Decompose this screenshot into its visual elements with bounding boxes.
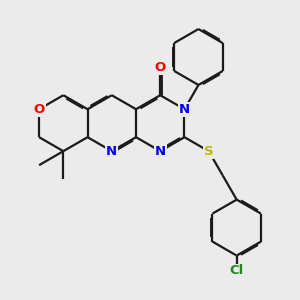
Text: S: S [204,145,214,158]
Text: Cl: Cl [230,265,244,278]
Text: O: O [34,103,45,116]
Text: N: N [155,145,166,158]
Text: N: N [106,145,117,158]
Text: O: O [154,61,166,74]
Text: N: N [179,103,190,116]
